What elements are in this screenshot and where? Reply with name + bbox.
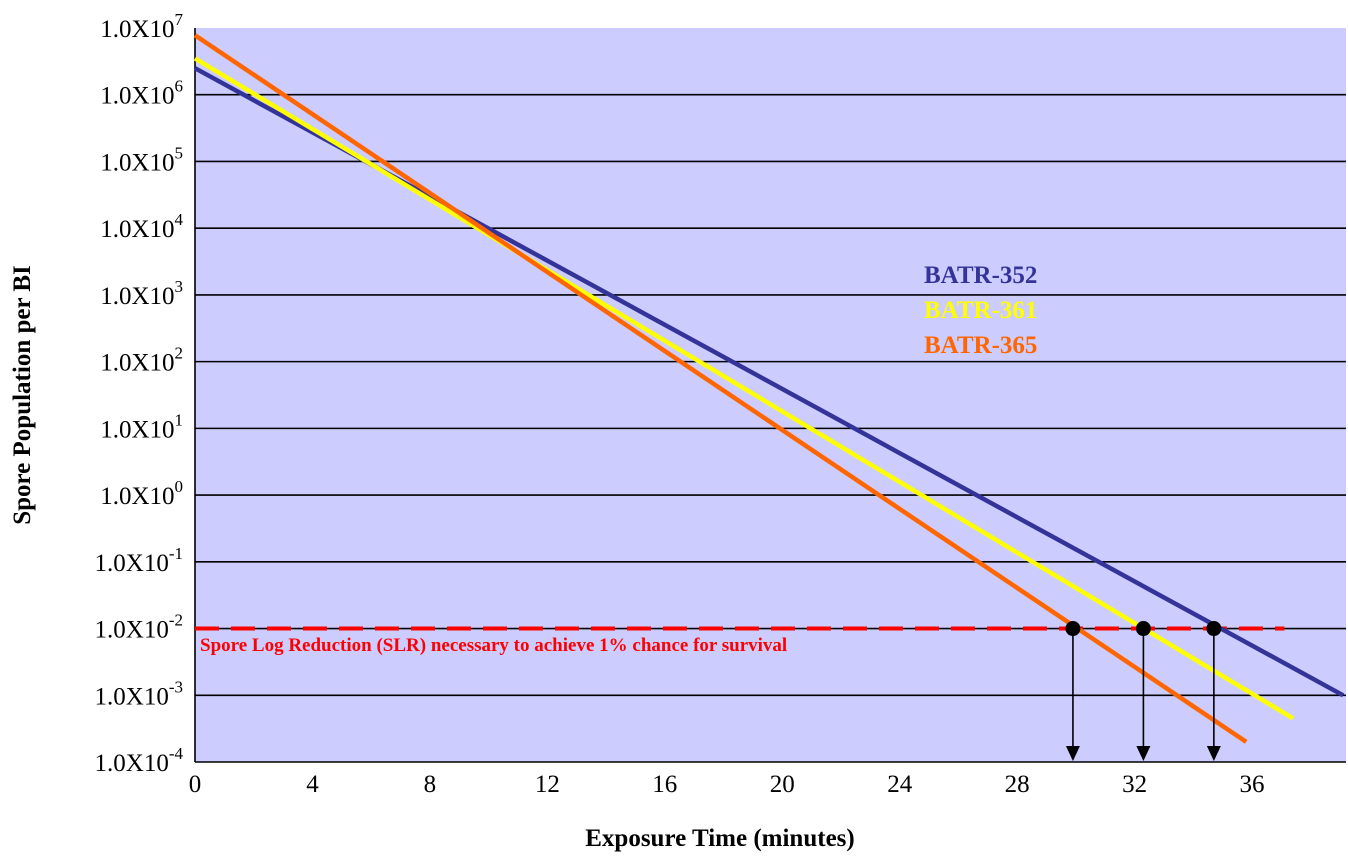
- drop-arrow-head: [1065, 746, 1080, 761]
- y-tick-exponent: -3: [169, 677, 183, 696]
- y-tick-label: 1.0X100: [100, 477, 183, 510]
- y-tick-label: 1.0X103: [100, 277, 183, 310]
- legend-entry: BATR-365: [924, 332, 1037, 359]
- legend-entry: BATR-352: [924, 262, 1037, 289]
- y-tick-exponent: 0: [175, 477, 184, 496]
- y-tick-exponent: 1: [175, 410, 184, 429]
- y-tick-exponent: 7: [175, 10, 184, 29]
- intersection-markers: [1065, 621, 1222, 761]
- x-tick-label: 16: [652, 771, 677, 798]
- x-tick-label: 32: [1122, 771, 1147, 798]
- y-tick-exponent: -2: [169, 611, 183, 630]
- y-tick-label: 1.0X106: [100, 77, 183, 110]
- y-tick-label: 1.0X101: [100, 410, 183, 443]
- y-tick-label: 1.0X10-2: [95, 611, 183, 644]
- intersection-point: [1065, 621, 1081, 637]
- y-tick-exponent: -4: [169, 744, 184, 763]
- plot-background: [195, 28, 1346, 762]
- y-tick-label: 1.0X10-4: [95, 744, 184, 777]
- legend: BATR-352 BATR-361 BATR-365: [924, 262, 1037, 359]
- intersection-point: [1206, 621, 1222, 637]
- y-tick-label: 1.0X107: [100, 10, 183, 43]
- y-tick-exponent: 6: [175, 77, 184, 96]
- y-tick-label: 1.0X105: [100, 143, 183, 176]
- x-tick-label: 28: [1005, 771, 1030, 798]
- y-tick-exponent: -1: [169, 544, 183, 563]
- x-tick-label: 12: [535, 771, 560, 798]
- y-tick-label: 1.0X102: [100, 344, 183, 377]
- y-axis-title: Spore Population per BI: [9, 265, 36, 525]
- y-tick-exponent: 2: [175, 344, 184, 363]
- drop-arrow-head: [1136, 746, 1151, 761]
- y-tick-exponent: 5: [175, 143, 184, 162]
- y-tick-label: 1.0X10-3: [95, 677, 183, 710]
- y-tick-labels: 1.0X107 1.0X106 1.0X105 1.0X104 1.0X103 1.0X1…: [95, 10, 184, 777]
- reference-line-label: Spore Log Reduction (SLR) necessary to a…: [200, 635, 787, 656]
- intersection-point: [1135, 621, 1151, 637]
- y-tick-exponent: 3: [175, 277, 184, 296]
- x-tick-label: 4: [306, 771, 319, 798]
- y-tick-label: 1.0X10-1: [95, 544, 183, 577]
- y-tick-label: 1.0X104: [100, 210, 183, 243]
- x-tick-labels: 0 4 8 12 16 20 24 28 32 36: [189, 771, 1265, 798]
- x-tick-label: 0: [189, 771, 202, 798]
- x-axis-title: Exposure Time (minutes): [585, 825, 854, 852]
- x-tick-label: 24: [887, 771, 913, 798]
- legend-entry: BATR-361: [924, 297, 1037, 324]
- x-tick-label: 20: [770, 771, 795, 798]
- drop-arrow-head: [1206, 746, 1221, 761]
- y-tick-exponent: 4: [175, 210, 184, 229]
- x-tick-label: 36: [1240, 771, 1265, 798]
- x-tick-label: 8: [424, 771, 437, 798]
- series-line-batr-361: [193, 56, 1295, 721]
